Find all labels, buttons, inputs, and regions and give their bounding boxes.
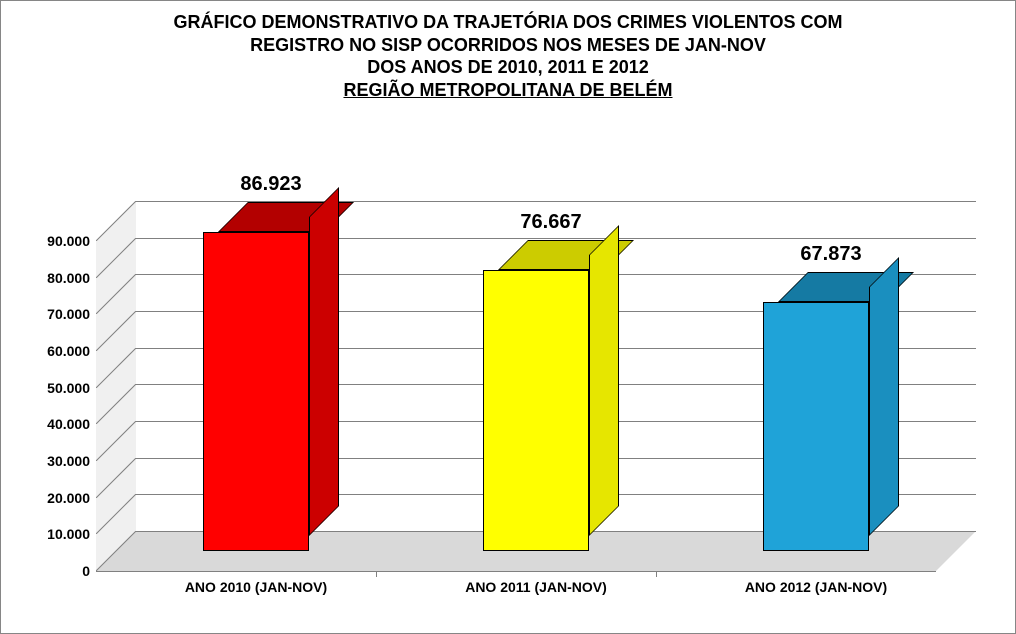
title-line-1: GRÁFICO DEMONSTRATIVO DA TRAJETÓRIA DOS … xyxy=(1,11,1015,34)
y-tick-label: 90.000 xyxy=(47,233,96,249)
x-tick-label: ANO 2011 (JAN-NOV) xyxy=(465,571,607,595)
y-tick-label: 30.000 xyxy=(47,453,96,469)
plot-area: 010.00020.00030.00040.00050.00060.00070.… xyxy=(96,201,976,571)
title-line-2: REGISTRO NO SISP OCORRIDOS NOS MESES DE … xyxy=(1,34,1015,57)
y-tick-label: 60.000 xyxy=(47,343,96,359)
subtitle: REGIÃO METROPOLITANA DE BELÉM xyxy=(1,79,1015,102)
y-tick-label: 50.000 xyxy=(47,380,96,396)
y-tick-label: 10.000 xyxy=(47,526,96,542)
y-tick-label: 80.000 xyxy=(47,270,96,286)
x-tick-mark xyxy=(656,571,657,577)
y-tick-label: 20.000 xyxy=(47,490,96,506)
data-label: 76.667 xyxy=(520,211,581,234)
chart-container: GRÁFICO DEMONSTRATIVO DA TRAJETÓRIA DOS … xyxy=(0,0,1016,634)
y-tick-label: 0 xyxy=(82,563,96,579)
y-tick-label: 70.000 xyxy=(47,306,96,322)
data-label: 86.923 xyxy=(240,173,301,196)
y-tick-label: 40.000 xyxy=(47,416,96,432)
x-tick-label: ANO 2010 (JAN-NOV) xyxy=(185,571,327,595)
data-label: 67.873 xyxy=(800,243,861,266)
chart-title: GRÁFICO DEMONSTRATIVO DA TRAJETÓRIA DOS … xyxy=(1,11,1015,101)
side-wall xyxy=(96,201,136,571)
x-tick-mark xyxy=(376,571,377,577)
title-line-3: DOS ANOS DE 2010, 2011 E 2012 xyxy=(1,56,1015,79)
x-tick-label: ANO 2012 (JAN-NOV) xyxy=(745,571,887,595)
